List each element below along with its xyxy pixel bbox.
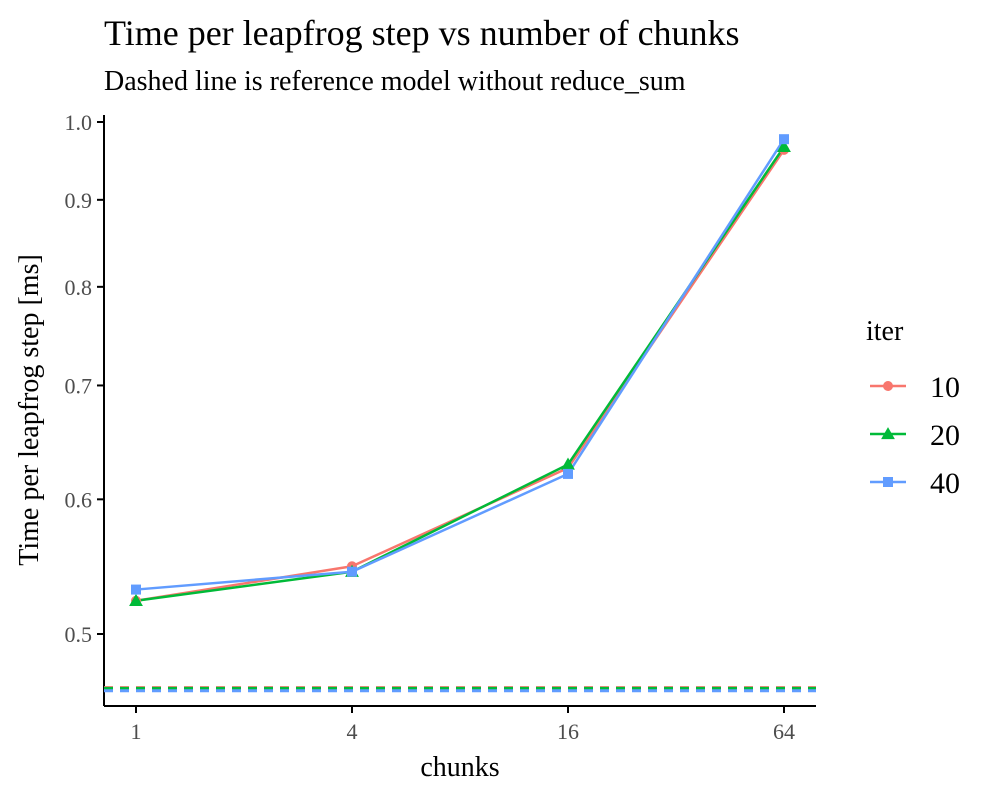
y-axis-ticks: 0.5 0.6 0.7 0.8 0.9 1.0 [65,110,104,647]
legend-label: 10 [930,371,960,404]
data-point-40-square-icon [347,566,357,577]
y-tick-label: 0.7 [65,373,93,398]
x-tick-label: 1 [131,719,142,744]
series-line-20 [135,146,786,603]
x-tick-label: 64 [773,719,795,744]
data-point-40-square-icon [131,584,141,595]
series-lines [129,134,791,606]
y-tick-label: 0.9 [65,188,93,213]
x-axis-ticks: 1 4 16 64 [131,706,795,744]
legend: iter 10 20 40 [866,316,960,500]
x-tick-label: 4 [347,719,358,744]
y-axis-title: Time per leapfrog step [ms] [14,254,45,566]
legend-square-icon [883,477,893,487]
y-tick-label: 0.8 [65,275,93,300]
x-axis-title: chunks [420,752,499,783]
series-line-10 [135,149,786,603]
reference-lines [104,686,816,693]
series-line-40 [135,138,786,591]
chart-title: Time per leapfrog step vs number of chun… [104,13,740,53]
x-tick-label: 16 [557,719,579,744]
legend-label: 40 [930,467,960,500]
data-point-40-square-icon [563,468,573,479]
y-tick-label: 0.5 [65,622,93,647]
legend-label: 20 [930,419,960,452]
legend-triangle-icon [881,427,895,440]
data-point-20-triangle-icon [129,593,143,606]
y-tick-label: 0.6 [65,487,93,512]
data-point-40-square-icon [779,134,789,145]
legend-circle-icon [883,381,893,391]
chart-subtitle: Dashed line is reference model without r… [104,66,686,97]
y-tick-label: 1.0 [65,110,93,135]
data-point-20-triangle-icon [561,457,575,470]
legend-title: iter [866,316,904,347]
data-point-20-triangle-icon [777,139,791,152]
